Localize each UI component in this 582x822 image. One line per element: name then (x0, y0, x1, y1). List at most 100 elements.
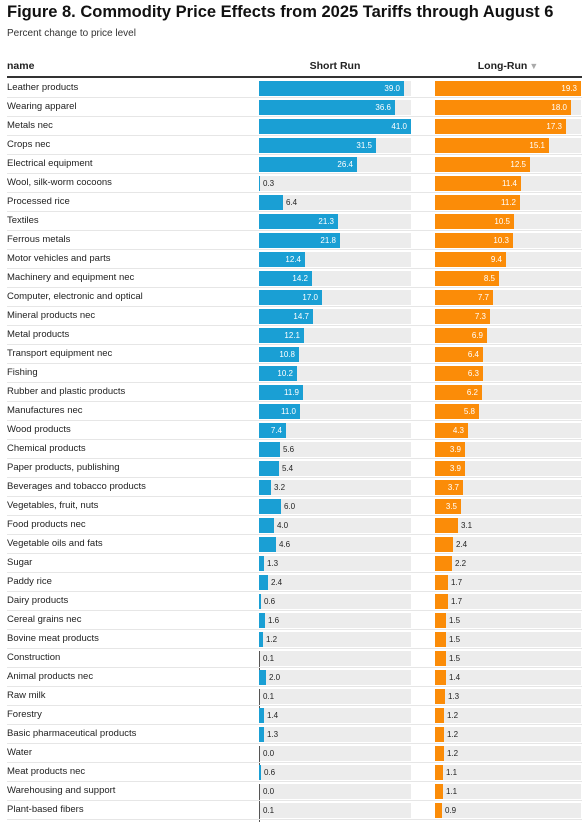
short-run-cell: 0.1 (259, 689, 411, 708)
table-row[interactable]: Warehousing and support 0.0 1.1 (0, 782, 582, 803)
row-name: Fishing (7, 367, 38, 378)
sr-bar (259, 518, 274, 533)
row-name: Wool, silk-worm cocoons (7, 177, 112, 188)
table-row[interactable]: Construction 0.1 1.5 (0, 649, 582, 670)
row-divider (7, 458, 582, 459)
table-row[interactable]: Meat products nec 0.6 1.1 (0, 763, 582, 782)
long-run-cell: 7.3 (435, 309, 581, 324)
table-row[interactable]: Bovine meat products 1.2 1.5 (0, 630, 582, 649)
table-row[interactable]: Metal products 12.1 6.9 (0, 326, 582, 345)
table-row[interactable]: Basic pharmaceutical products 1.3 1.2 (0, 725, 582, 744)
table-row[interactable]: Metals nec 41.0 17.3 (0, 117, 582, 136)
table-row[interactable]: Fishing 10.2 6.3 (0, 364, 582, 383)
row-name: Crops nec (7, 139, 51, 150)
table-row[interactable]: Food products nec 4.0 3.1 (0, 516, 582, 535)
table-row[interactable]: Paper products, publishing 5.4 3.9 (0, 459, 582, 478)
table-row[interactable]: Beverages and tobacco products 3.2 3.7 (0, 478, 582, 497)
table-row[interactable]: Machinery and equipment nec 14.2 8.5 (0, 269, 582, 288)
lr-bar (435, 594, 448, 609)
short-run-cell: 7.4 (259, 423, 411, 438)
table-row[interactable]: Ferrous metals 21.8 10.3 (0, 231, 582, 250)
table-row[interactable]: Transport equipment nec 10.8 6.4 (0, 345, 582, 364)
short-run-cell: 12.1 (259, 328, 411, 343)
table-row[interactable]: Paddy rice 2.4 1.7 (0, 573, 582, 592)
long-run-cell: 0.9 (435, 803, 581, 818)
table-row[interactable]: Manufactures nec 11.0 5.8 (0, 402, 582, 421)
sr-bar (259, 765, 261, 780)
table-row[interactable]: Vegetables, fruit, nuts 6.0 3.5 (0, 497, 582, 516)
row-divider (7, 249, 582, 250)
table-row[interactable]: Textiles 21.3 10.5 (0, 212, 582, 231)
sr-value-label: 0.1 (263, 654, 275, 663)
long-run-cell: 1.3 (435, 689, 581, 704)
row-divider (7, 686, 582, 687)
column-header-short-run[interactable]: Short Run (309, 60, 361, 72)
table-row[interactable]: Mineral products nec 14.7 7.3 (0, 307, 582, 326)
sr-value-label: 1.4 (267, 711, 279, 720)
row-name: Rubber and plastic products (7, 386, 126, 397)
row-divider (7, 192, 582, 193)
lr-value-label: 7.7 (477, 293, 489, 302)
lr-value-label: 6.3 (467, 369, 479, 378)
lr-bar (435, 328, 487, 343)
table-row[interactable]: Dairy products 0.6 1.7 (0, 592, 582, 611)
lr-bar (435, 670, 446, 685)
table-row[interactable]: Water 0.0 1.2 (0, 744, 582, 765)
sr-bar (259, 632, 263, 647)
lr-bar (435, 100, 571, 115)
table-row[interactable]: Forestry 1.4 1.2 (0, 706, 582, 725)
table-row[interactable]: Wood products 7.4 4.3 (0, 421, 582, 440)
lr-bar (435, 309, 490, 324)
table-row[interactable]: Cereal grains nec 1.6 1.5 (0, 611, 582, 630)
row-name: Bovine meat products (7, 633, 99, 644)
table-row[interactable]: Electrical equipment 26.4 12.5 (0, 155, 582, 174)
short-run-cell: 5.4 (259, 461, 411, 476)
table-row[interactable]: Sugar 1.3 2.2 (0, 554, 582, 573)
short-run-cell: 1.4 (259, 708, 411, 723)
column-header-name[interactable]: name (7, 60, 35, 72)
row-name: Raw milk (7, 690, 46, 701)
table-row[interactable]: Plant-based fibers 0.1 0.9 (0, 801, 582, 822)
table-row[interactable]: Computer, electronic and optical 17.0 7.7 (0, 288, 582, 307)
row-divider (7, 534, 582, 535)
short-run-cell: 6.0 (259, 499, 411, 514)
lr-value-label: 10.5 (494, 217, 510, 226)
sr-bar (259, 233, 340, 248)
lr-value-label: 5.8 (463, 407, 475, 416)
table-row[interactable]: Wearing apparel 36.6 18.0 (0, 98, 582, 117)
lr-bar (435, 689, 445, 704)
lr-value-label: 1.4 (449, 673, 461, 682)
table-row[interactable]: Chemical products 5.6 3.9 (0, 440, 582, 459)
lr-bar (435, 233, 513, 248)
lr-value-label: 3.9 (449, 464, 461, 473)
short-run-cell: 11.9 (259, 385, 411, 400)
column-header-long-run[interactable]: Long-Run ▼ (435, 60, 581, 72)
table-row[interactable]: Processed rice 6.4 11.2 (0, 193, 582, 212)
long-run-cell: 1.2 (435, 746, 581, 761)
row-divider (7, 819, 582, 820)
row-name: Construction (7, 652, 61, 663)
table-row[interactable]: Animal products nec 2.0 1.4 (0, 668, 582, 687)
table-row[interactable]: Rubber and plastic products 11.9 6.2 (0, 383, 582, 402)
short-run-cell: 14.2 (259, 271, 411, 286)
table-row[interactable]: Wool, silk-worm cocoons 0.3 11.4 (0, 174, 582, 193)
sr-zero-line (259, 746, 260, 765)
table-row[interactable]: Vegetable oils and fats 4.6 2.4 (0, 535, 582, 554)
short-run-cell: 4.6 (259, 537, 411, 552)
row-divider (7, 724, 582, 725)
table-row[interactable]: Raw milk 0.1 1.3 (0, 687, 582, 708)
short-run-cell: 1.3 (259, 727, 411, 742)
lr-bar (435, 803, 442, 818)
sr-value-label: 0.6 (264, 597, 276, 606)
long-run-cell: 6.3 (435, 366, 581, 381)
table-row[interactable]: Motor vehicles and parts 12.4 9.4 (0, 250, 582, 269)
row-name: Machinery and equipment nec (7, 272, 135, 283)
table-row[interactable]: Leather products 39.0 19.3 (0, 79, 582, 98)
long-run-cell: 1.7 (435, 575, 581, 590)
lr-bar (435, 176, 521, 191)
sr-value-label: 5.4 (282, 464, 294, 473)
sort-down-icon[interactable]: ▼ (529, 61, 539, 71)
row-name: Animal products nec (7, 671, 94, 682)
row-name: Food products nec (7, 519, 86, 530)
table-row[interactable]: Crops nec 31.5 15.1 (0, 136, 582, 155)
